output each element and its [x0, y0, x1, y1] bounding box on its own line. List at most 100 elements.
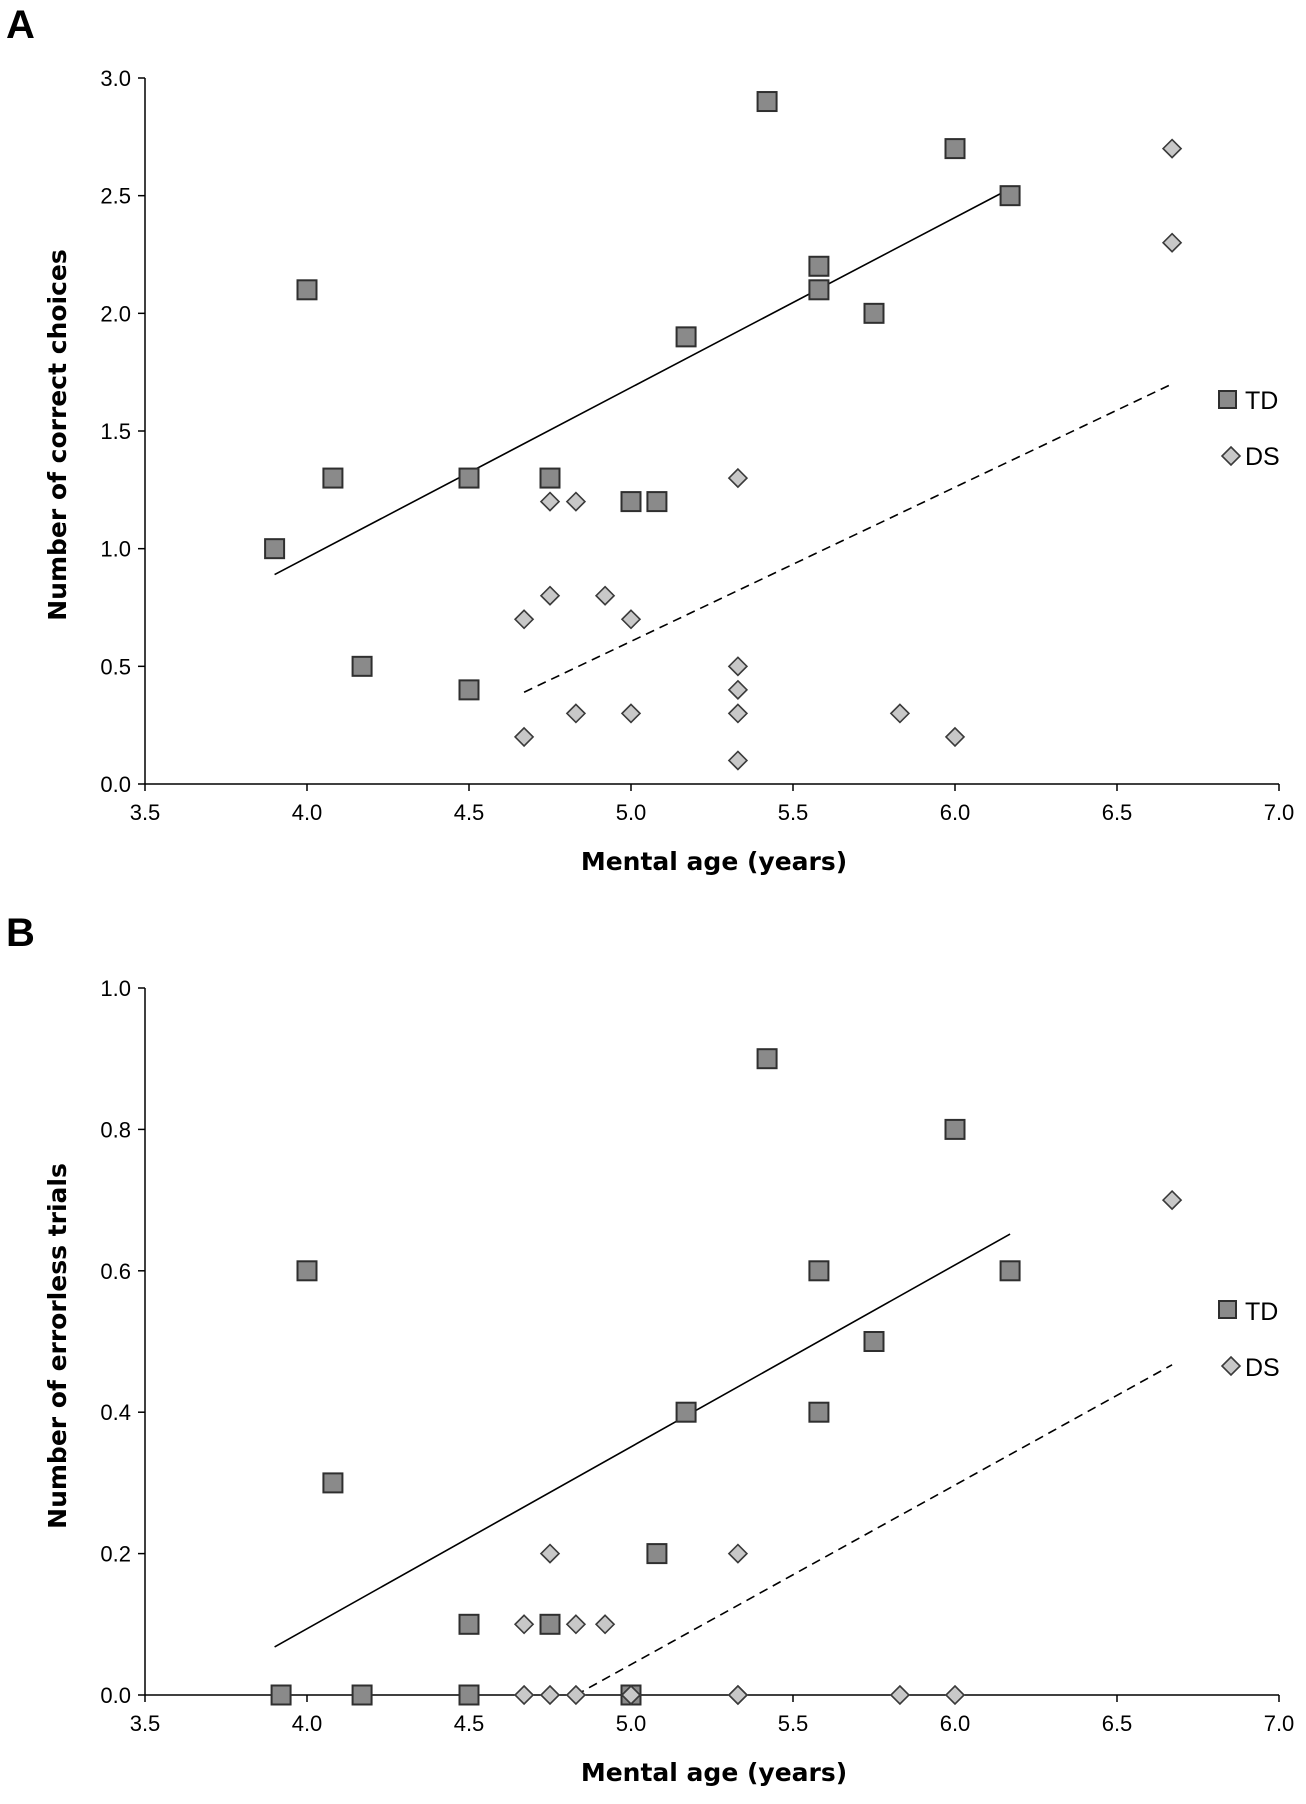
- td-point: [322, 1472, 344, 1494]
- ds-point: [944, 726, 966, 748]
- y-tick-label: 1.0: [100, 537, 131, 562]
- ds-point: [889, 1684, 911, 1706]
- y-tick-label: 0.0: [100, 772, 131, 797]
- x-tick-label: 6.0: [940, 1711, 971, 1736]
- ds-point: [565, 1684, 587, 1706]
- ds-point: [889, 703, 911, 724]
- ds-point: [539, 585, 561, 606]
- panel-a-trendlines: [274, 187, 1173, 693]
- td-point: [646, 491, 668, 513]
- ds-point: [539, 1684, 561, 1706]
- ds-point: [513, 609, 535, 630]
- legend-td-marker: [1218, 1300, 1237, 1319]
- ds-point: [620, 1684, 642, 1706]
- td-point: [646, 1543, 668, 1565]
- td-point: [296, 279, 318, 301]
- x-tick-label: 4.5: [454, 800, 485, 825]
- ds-trendline: [575, 1364, 1173, 1696]
- td-point: [999, 185, 1021, 207]
- ds-point: [1161, 1189, 1183, 1211]
- td-point: [264, 538, 286, 560]
- panel-b-legend: TD DS: [1218, 1298, 1280, 1382]
- ds-point: [565, 1614, 587, 1635]
- x-tick-label: 6.5: [1102, 1711, 1133, 1736]
- td-point: [808, 1260, 830, 1282]
- panel-b-x-axis-title: Mental age (years): [581, 1758, 847, 1787]
- x-tick-label: 5.5: [778, 800, 809, 825]
- ds-point: [727, 656, 749, 677]
- legend-ds-label: DS: [1245, 1354, 1280, 1382]
- td-point: [756, 91, 778, 113]
- x-tick-label: 4.0: [292, 1711, 323, 1736]
- td-trendline: [274, 1233, 1011, 1648]
- ds-point: [727, 750, 749, 771]
- td-point: [539, 1613, 561, 1635]
- td-point: [675, 1401, 697, 1423]
- panel-a-points: [264, 91, 1183, 771]
- td-point: [458, 1684, 480, 1706]
- ds-point: [513, 726, 535, 748]
- legend-ds-label: DS: [1245, 443, 1280, 471]
- td-point: [675, 326, 697, 348]
- ds-point: [727, 467, 749, 489]
- panel-b-label: B: [6, 911, 35, 955]
- td-point: [620, 491, 642, 513]
- x-tick-label: 3.5: [130, 1711, 161, 1736]
- y-tick-label: 1.0: [100, 976, 131, 1001]
- td-point: [458, 1613, 480, 1635]
- ds-point: [620, 609, 642, 630]
- ds-point: [727, 703, 749, 724]
- panel-b-trendlines: [274, 1233, 1173, 1696]
- x-tick-label: 3.5: [130, 800, 161, 825]
- td-point: [458, 679, 480, 701]
- ds-point: [727, 1543, 749, 1564]
- x-tick-label: 6.0: [940, 800, 971, 825]
- ds-point: [944, 1684, 966, 1706]
- panel-a-legend: TD DS: [1218, 387, 1280, 471]
- panel-a-x-axis-title: Mental age (years): [581, 847, 847, 876]
- legend-ds-marker: [1220, 1355, 1242, 1377]
- y-tick-label: 0.4: [100, 1400, 131, 1425]
- x-tick-label: 5.5: [778, 1711, 809, 1736]
- legend-td-marker: [1218, 390, 1237, 409]
- ds-point: [727, 679, 749, 700]
- panel-b-points: [270, 1048, 1183, 1706]
- legend-td-label: TD: [1245, 1298, 1278, 1326]
- panel-a-y-axis-title: Number of correct choices: [43, 249, 72, 621]
- td-point: [756, 1048, 778, 1070]
- td-point: [296, 1260, 318, 1282]
- td-point: [458, 467, 480, 489]
- ds-trendline: [523, 383, 1173, 693]
- panel-b-chart: B 0.0 0.2 0.4 0.6 0.8 1.0 3.5 4.0 4.5 5.0 5.5 6.0 6.…: [6, 911, 1294, 1787]
- y-tick-label: 0.5: [100, 654, 131, 679]
- y-tick-label: 0.8: [100, 1117, 131, 1142]
- panel-a-label: A: [6, 3, 35, 47]
- y-tick-label: 2.0: [100, 301, 131, 326]
- y-tick-label: 2.5: [100, 184, 131, 209]
- td-trendline: [274, 187, 1011, 576]
- y-tick-label: 1.5: [100, 419, 131, 444]
- td-point: [270, 1684, 292, 1706]
- panel-b-axes: 0.0 0.2 0.4 0.6 0.8 1.0 3.5 4.0 4.5 5.0 5.5 6.0 6.5 7…: [100, 976, 1294, 1736]
- x-tick-label: 5.0: [616, 800, 647, 825]
- x-tick-label: 7.0: [1264, 1711, 1295, 1736]
- panel-a-chart: A 0.0 0.5 1.0 1.5 2.0 2.5 3.0 3.5 4.0 4.5 5.0 5.5 6.…: [6, 3, 1294, 876]
- td-point: [944, 138, 966, 160]
- panel-a-axes: 0.0 0.5 1.0 1.5 2.0 2.5 3.0 3.5 4.0 4.5 5.0 5.5 6.0 6…: [100, 66, 1294, 825]
- ds-point: [565, 491, 587, 512]
- td-point: [322, 467, 344, 489]
- x-tick-label: 4.5: [454, 1711, 485, 1736]
- x-tick-label: 7.0: [1264, 800, 1295, 825]
- td-point: [539, 467, 561, 489]
- y-tick-label: 3.0: [100, 66, 131, 91]
- td-point: [863, 1331, 885, 1352]
- legend-ds-marker: [1220, 445, 1242, 467]
- ds-point: [727, 1684, 749, 1706]
- ds-point: [594, 585, 616, 606]
- td-point: [351, 655, 373, 677]
- td-point: [808, 1401, 830, 1423]
- td-point: [808, 255, 830, 277]
- legend-td-label: TD: [1245, 387, 1278, 415]
- panel-b-y-axis-title: Number of errorless trials: [43, 1163, 72, 1529]
